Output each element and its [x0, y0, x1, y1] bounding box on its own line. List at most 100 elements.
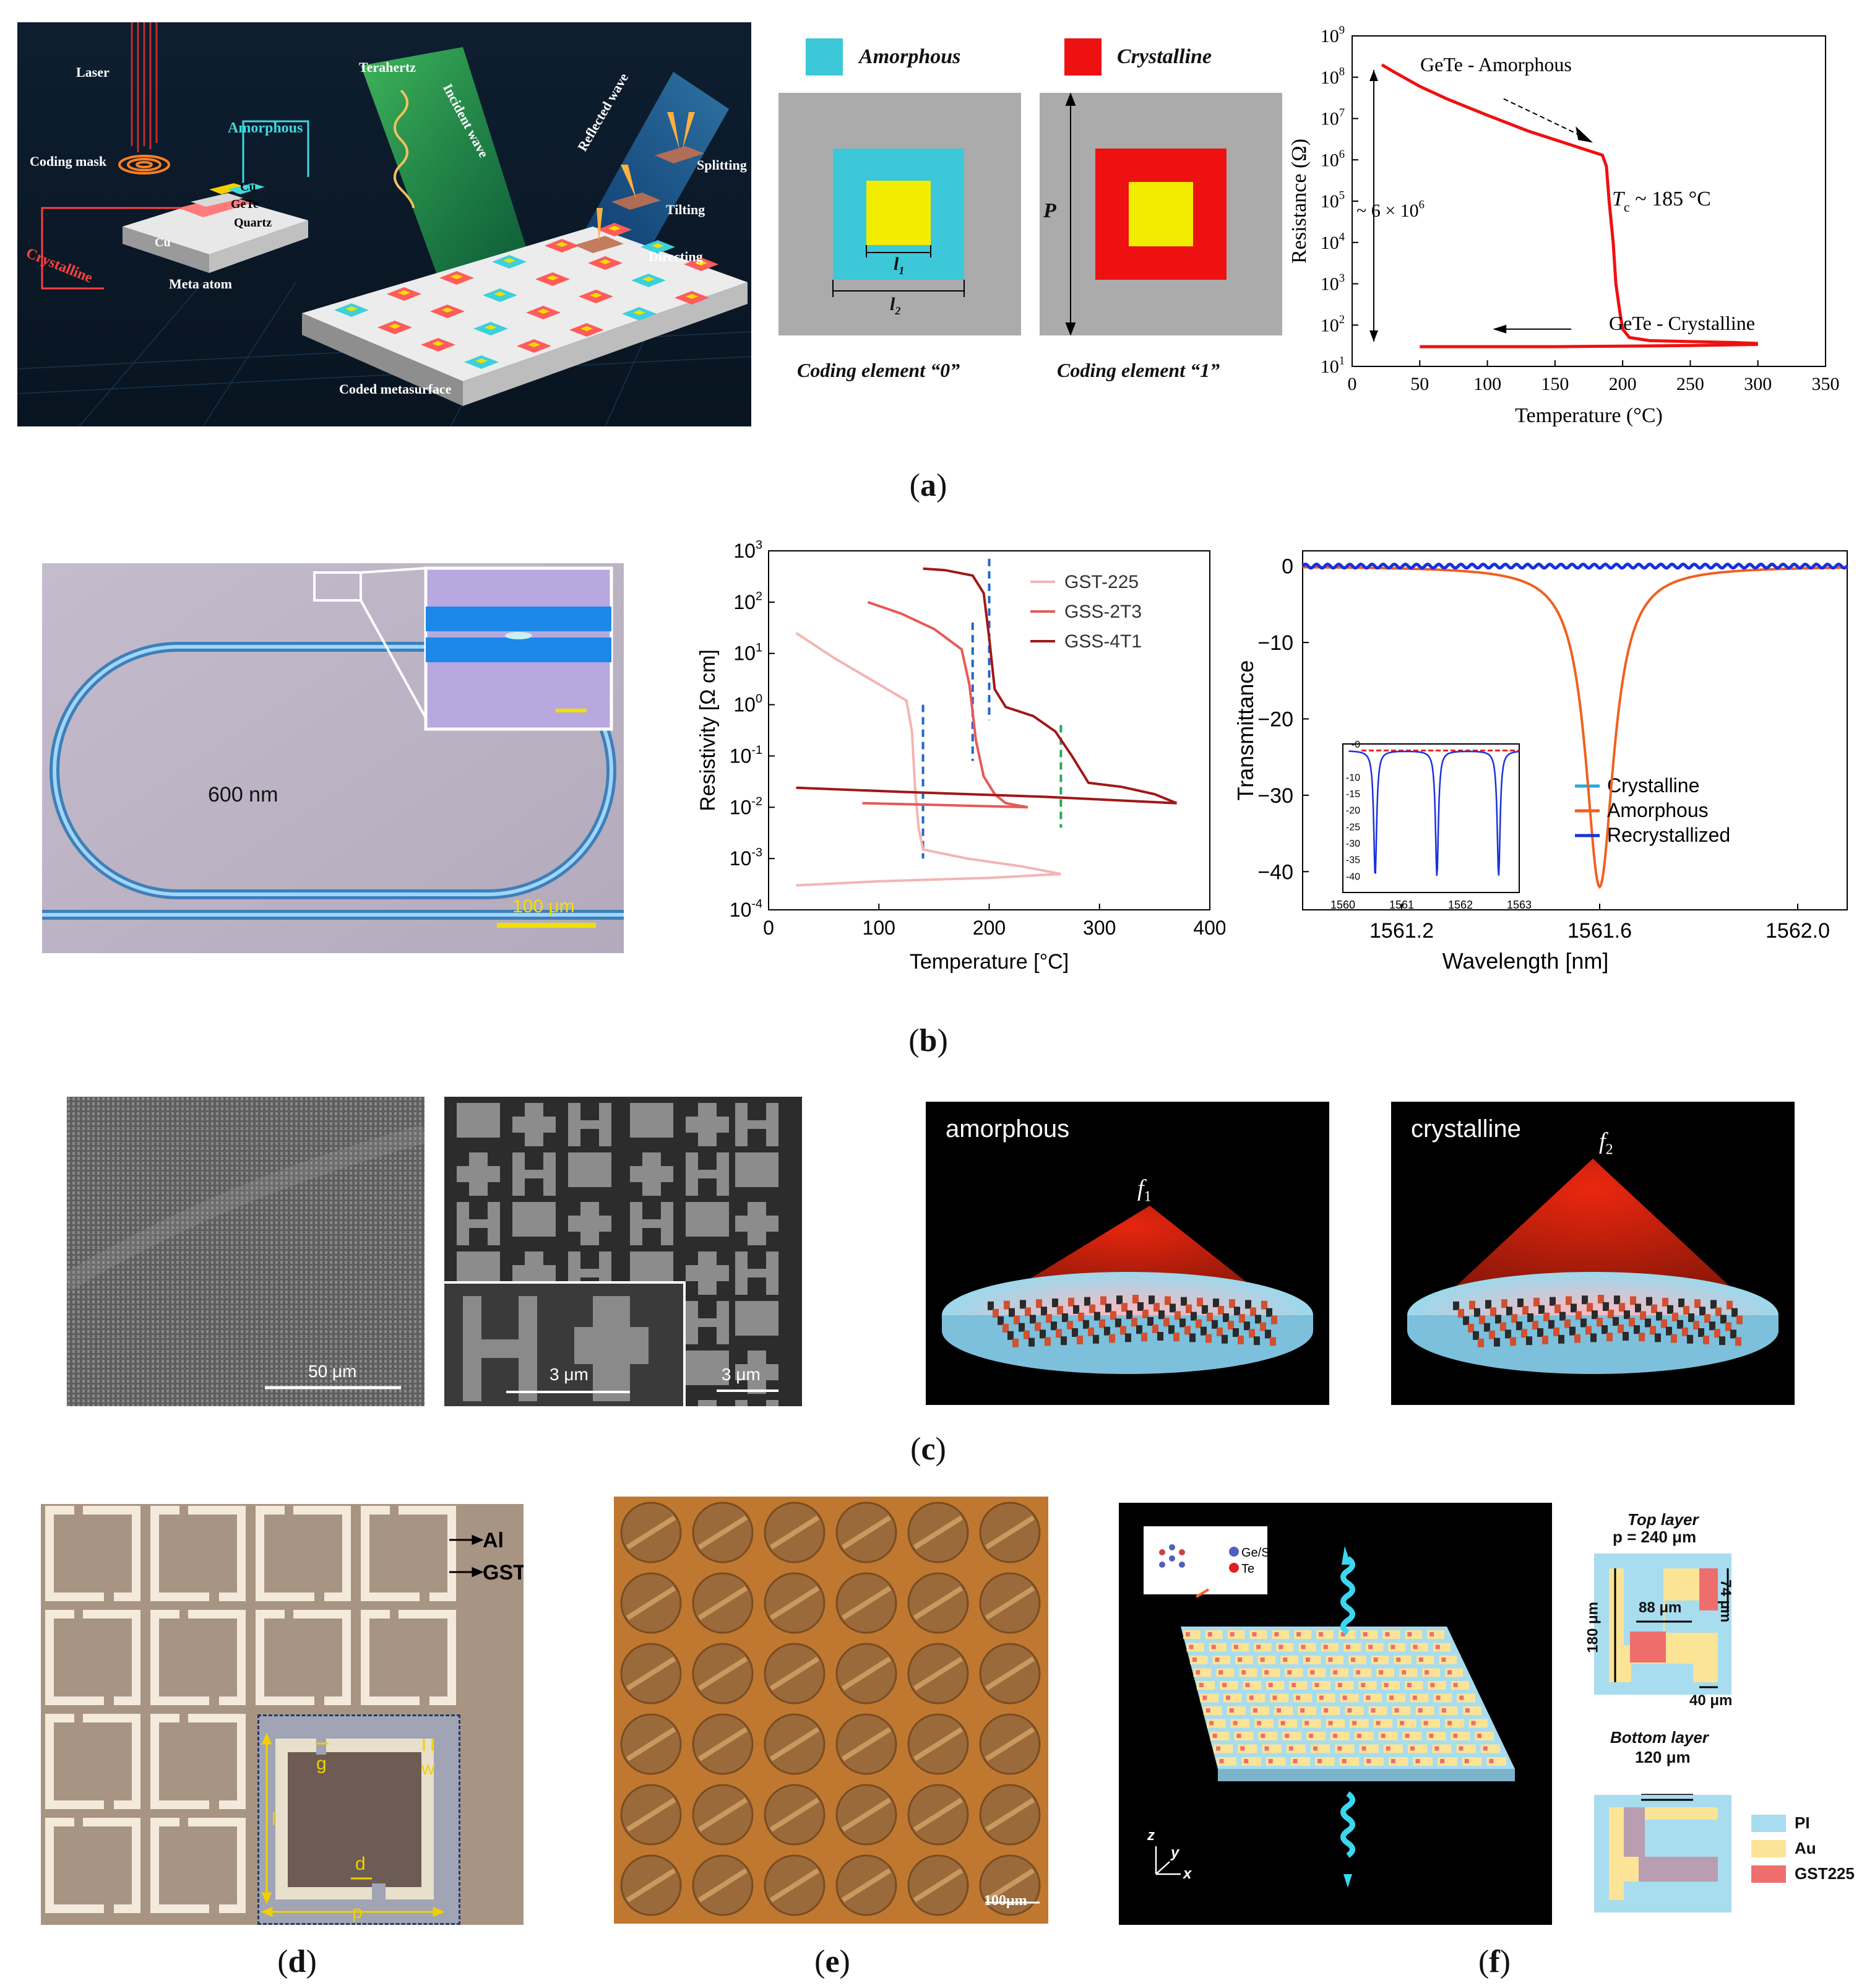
- lens-pillar: [1089, 1304, 1095, 1313]
- bottom-layer-title: Bottom layer: [1610, 1728, 1709, 1747]
- meta-gst: [1337, 1746, 1342, 1751]
- inset-x-tick-label: 1562: [1448, 899, 1473, 911]
- lens-pillar: [1736, 1315, 1743, 1325]
- lens-pillar: [1157, 1332, 1163, 1341]
- meta-gst: [1216, 1746, 1221, 1751]
- y-tick-label: 10-1: [730, 743, 762, 767]
- srr-gap: [390, 1505, 399, 1515]
- lens-pillar: [1245, 1300, 1251, 1309]
- disk-slot: [626, 1586, 676, 1620]
- ring-label-600nm: 600 nm: [208, 783, 278, 806]
- legend-label-pi: PI: [1795, 1813, 1810, 1832]
- element-1-period-line: [1065, 93, 1076, 335]
- annotation-crystalline: GeTe - Crystalline: [1609, 312, 1755, 334]
- sem-pillar: [686, 1351, 729, 1385]
- meta-gst: [1212, 1734, 1217, 1738]
- lens-pillar: [1639, 1333, 1645, 1342]
- srr-ring: [150, 1610, 246, 1705]
- lens-pillar: [1687, 1334, 1693, 1344]
- panel-e-disk-array: 100μm: [614, 1497, 1048, 1924]
- lens-pillar: [1694, 1299, 1701, 1308]
- label-quartz: Quartz: [234, 216, 272, 230]
- x-tick-label: 1562.0: [1766, 919, 1830, 943]
- lens-pillar: [1597, 1318, 1603, 1327]
- y-tick-label: 0: [1282, 555, 1293, 579]
- legend-item-au: Au: [1751, 1839, 1863, 1858]
- metasurface-3d-art: [1144, 1526, 1515, 1888]
- meta-atom-core: [642, 277, 655, 282]
- srr-gap: [74, 1505, 83, 1515]
- x-tick-label: 200: [1609, 374, 1637, 394]
- plot-frame: [1302, 550, 1848, 910]
- meta-gst: [1436, 1695, 1441, 1700]
- meta-gst: [1373, 1657, 1378, 1662]
- inset-frame: [1342, 743, 1520, 893]
- legend-label-GST-225: GST-225: [1064, 572, 1139, 592]
- legend-label-GSS-2T3: GSS-2T3: [1064, 602, 1142, 622]
- lens-pillar: [1024, 1330, 1030, 1339]
- sem-pillar: [735, 1364, 778, 1380]
- lens-pillar: [1110, 1311, 1116, 1320]
- lens-pillar: [1602, 1325, 1608, 1334]
- disk-slot: [626, 1797, 676, 1832]
- meta-gst: [1280, 1721, 1285, 1726]
- lens-pillar: [1170, 1303, 1176, 1313]
- sem-pillar: [686, 1117, 729, 1133]
- lens-pillar: [1025, 1307, 1031, 1316]
- sem-pillar: [698, 1400, 717, 1406]
- meta-gst: [1459, 1695, 1464, 1700]
- meta-gst: [1285, 1734, 1290, 1738]
- axis-z: z: [1147, 1827, 1155, 1844]
- meta-gst: [1205, 1708, 1210, 1713]
- lens-pillar: [1051, 1321, 1057, 1331]
- lens-pillar: [1646, 1297, 1652, 1306]
- label-coding-mask: Coding mask: [30, 153, 107, 169]
- x-tick-label: 400: [1193, 917, 1225, 939]
- dim-88um: 88 μm: [1639, 1599, 1682, 1616]
- lens-pillar: [1109, 1334, 1115, 1343]
- srr-label-w: w: [421, 1758, 435, 1779]
- disk-slot: [769, 1727, 820, 1761]
- srr-gap: [285, 1505, 293, 1515]
- lens-pillar: [1576, 1311, 1582, 1320]
- x-tick-label: 100: [863, 917, 895, 939]
- lens-pillar: [1234, 1307, 1240, 1316]
- sem-pillar: [686, 1202, 729, 1237]
- lens-pillar: [1030, 1315, 1036, 1324]
- lens-pillar: [1624, 1310, 1630, 1320]
- series-GST-225-cooling: [796, 873, 1061, 887]
- sem-pillar: [735, 1400, 748, 1406]
- lens-pillar: [1569, 1326, 1576, 1336]
- sem-pillar: [568, 1216, 611, 1232]
- lens-pillar: [1548, 1320, 1554, 1329]
- series-GSS-2T3-cooling: [862, 802, 1028, 809]
- lens-label-f2: f2: [1599, 1128, 1613, 1158]
- lens-pillar: [1682, 1327, 1688, 1336]
- meta-gst: [1356, 1734, 1361, 1738]
- meta-gst: [1260, 1657, 1265, 1662]
- lens-pillar: [998, 1316, 1004, 1325]
- panel-c-sem-zoom: 3 μm 3 μm: [444, 1097, 802, 1406]
- element-0-dimension-lines: [832, 245, 965, 297]
- series-Recrystallized: [1301, 562, 1848, 570]
- lens-pillar: [1088, 1327, 1094, 1336]
- lens-pillar: [1479, 1315, 1485, 1325]
- lens-pillar: [1100, 1296, 1106, 1305]
- meta-gst: [1293, 1759, 1298, 1763]
- lens-pillar: [1469, 1300, 1475, 1310]
- disk-slot: [985, 1515, 1035, 1550]
- lens-pillar: [1035, 1322, 1041, 1331]
- lens-pillar: [1179, 1318, 1186, 1328]
- srr-ring: [150, 1506, 246, 1601]
- meta-atom-core: [633, 310, 645, 315]
- label-amorphous: Amorphous: [228, 120, 303, 136]
- meta-gst: [1257, 1721, 1262, 1726]
- disk-slot: [985, 1868, 1035, 1903]
- meta-gst: [1323, 1644, 1328, 1649]
- lens-pillar: [1618, 1325, 1624, 1333]
- meta-gst: [1240, 1746, 1245, 1751]
- lens-pillar: [1045, 1337, 1051, 1346]
- inset-x-tick-label: 1561: [1389, 899, 1414, 911]
- lens-pillar: [1667, 1305, 1673, 1314]
- meta-gst: [1464, 1759, 1469, 1763]
